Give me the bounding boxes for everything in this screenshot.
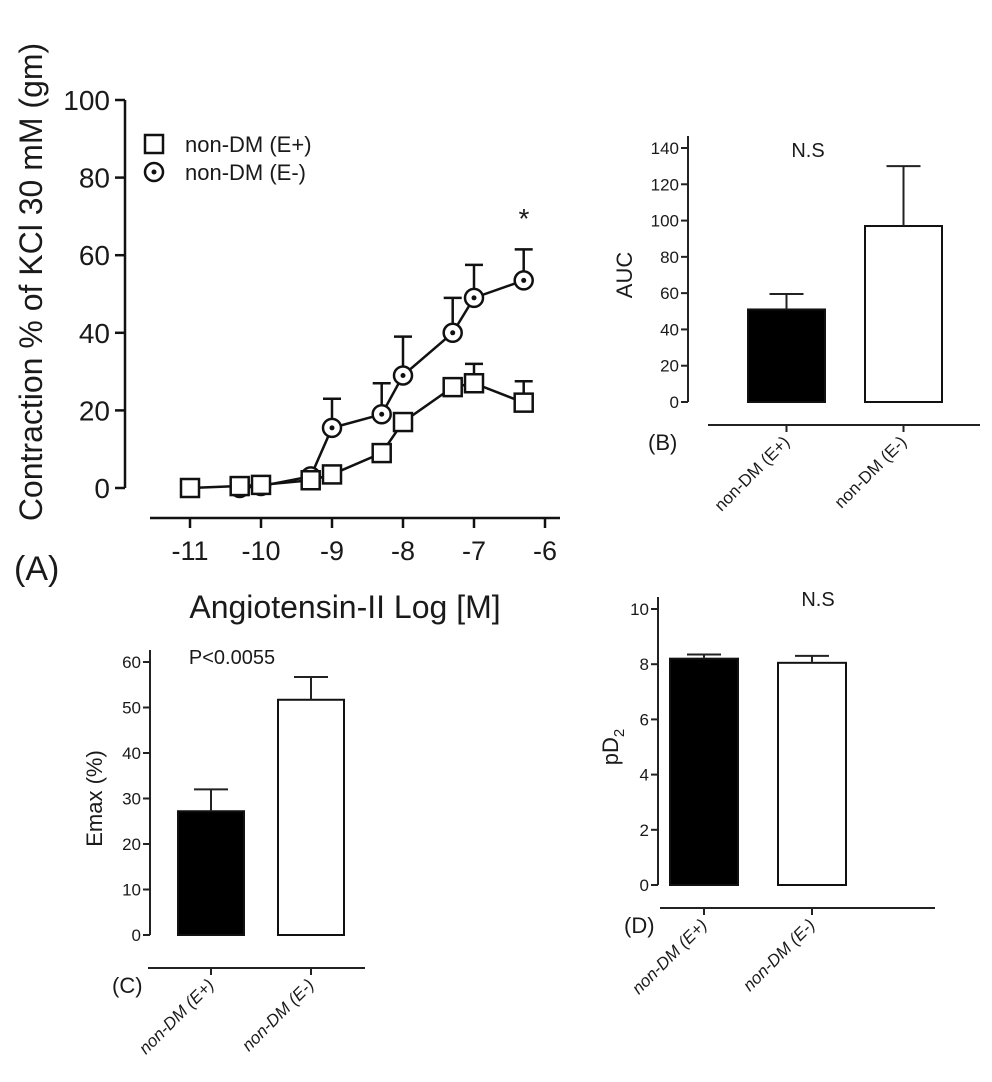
significance-marker: * [519,203,530,234]
panel-b: 0 20 40 60 80 100 120 140 non-DM (E+) non-DM (E-)… [612,136,980,515]
panel-label: (D) [624,913,655,938]
y-tick-label: 80 [660,248,679,267]
y-tick-label: 0 [640,876,649,895]
y-tick-label: 20 [79,395,110,426]
significance-annotation: N.S [801,589,834,611]
y-tick-label: 50 [122,699,141,718]
x-tick-label: non-DM (E-) [831,432,911,512]
y-axis-label: AUC [612,252,637,299]
data-point-square [179,477,201,499]
legend-square-icon [143,133,165,155]
y-tick-label: 60 [122,653,141,672]
y-tick-label: 80 [79,163,110,194]
x-tick-label: non-DM (E-) [739,915,819,995]
x-tick-label: -9 [320,536,344,566]
legend-label: non-DM (E+) [185,132,312,157]
y-tick-label: 10 [630,600,649,619]
y-tick-label: 140 [651,139,679,158]
y-tick-label: 30 [122,790,141,809]
data-point-square [321,464,343,485]
y-tick-label: 20 [660,357,679,376]
data-point-dot [329,425,335,431]
y-tick-label: 8 [640,655,649,674]
data-point-square [371,442,392,464]
y-tick-label: 0 [132,926,141,945]
y-axis-label: pD2 [598,729,628,765]
panel-a: 0 20 40 60 80 100 -11 -10 -9 -8 -7 -6 Angiotensin-II… [13,43,560,625]
x-tick-label: non-DM (E+) [711,432,794,515]
y-tick-label: 60 [79,240,110,271]
y-tick-label: 4 [640,766,649,785]
y-axis-label: Contraction % of KCl 30 mM (gm) [13,43,49,521]
data-point-square [300,469,321,491]
y-tick-label: 10 [122,881,141,900]
y-tick-label: 0 [670,393,679,412]
y-axis-label-subscript: 2 [611,729,628,737]
data-point-square [392,411,414,433]
y-tick-label: 6 [640,710,649,729]
data-point-dot [450,330,456,336]
data-point-dot [471,295,477,301]
x-tick-label: non-DM (E+) [135,975,218,1058]
data-point-square [513,392,534,413]
y-tick-label: 40 [122,744,141,763]
y-tick-label: 100 [63,85,110,116]
data-point-square [442,376,463,398]
x-tick-label: -7 [462,536,486,566]
data-point-square [229,475,250,497]
y-tick-label: 100 [651,212,679,231]
y-tick-label: 40 [660,320,679,339]
data-point-dot [379,411,385,417]
data-point-dot [400,372,406,378]
y-tick-label: 20 [122,835,141,854]
data-point-dot [521,277,527,283]
y-axis-label: Emax (%) [82,750,107,847]
panel-label: (A) [14,550,59,588]
panel-label: (C) [112,973,143,998]
data-point-square [250,474,272,496]
bar [669,657,739,886]
x-tick-label: -6 [533,536,557,566]
x-tick-label: -10 [241,536,280,566]
x-tick-label: non-DM (E-) [238,975,318,1055]
panel-label: (B) [648,430,677,455]
bar [747,308,826,404]
bar [864,225,943,403]
data-point-square [463,372,485,394]
y-tick-label: 2 [640,821,649,840]
x-tick-label: -11 [171,536,208,566]
bar [177,810,245,936]
significance-annotation: P<0.0055 [189,647,275,669]
legend-dot-icon [151,169,157,175]
x-tick-label: -8 [391,536,415,566]
y-tick-label: 40 [79,318,110,349]
panel-c: 0 10 20 30 40 50 60 non-DM (E+) non-DM (E-) (C) Em… [82,647,365,1058]
series-line [189,381,525,490]
bar [277,698,345,937]
y-tick-label: 60 [660,284,679,303]
x-axis-label: Angiotensin-II Log [M] [189,589,500,625]
significance-annotation: N.S [791,140,824,162]
y-tick-label: 0 [94,473,110,504]
legend-label: non-DM (E-) [185,160,306,185]
bar [777,661,847,886]
y-tick-label: 120 [651,175,679,194]
